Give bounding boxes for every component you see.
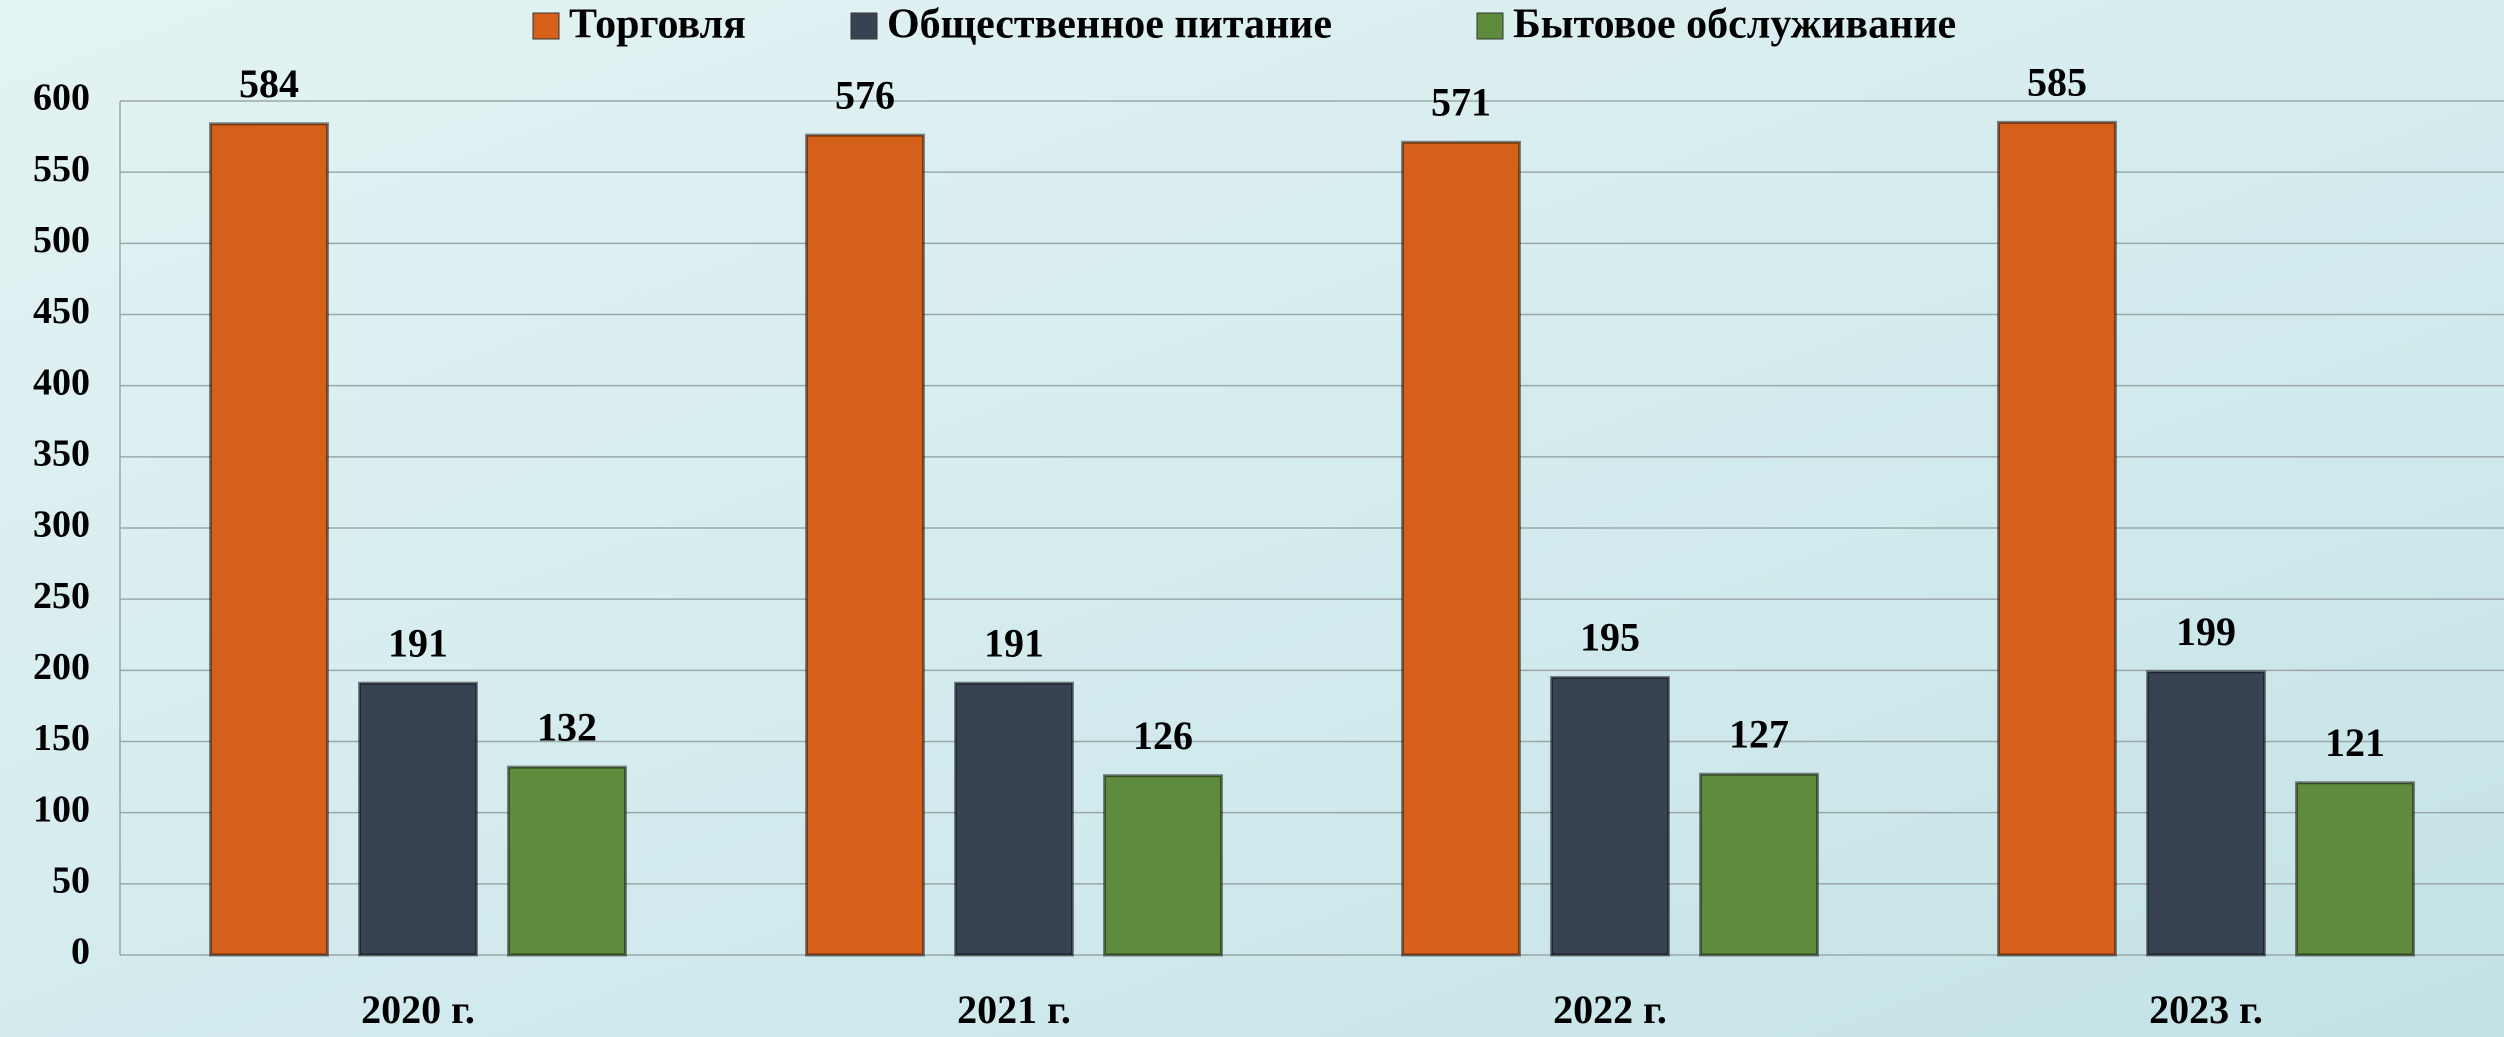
legend-label: Бытовое обслуживание [1513,2,1956,48]
value-label: 576 [835,72,895,117]
legend-label: Общественное питание [887,2,1332,48]
x-tick-label: 2022 г. [1553,987,1667,1032]
value-label: 195 [1580,615,1640,660]
value-label: 191 [388,620,448,665]
x-tick-label: 2020 г. [361,987,475,1032]
x-tick-label: 2021 г. [957,987,1071,1032]
legend-swatch [1476,12,1504,40]
bar [1699,772,1819,957]
value-label: 191 [984,620,1044,665]
y-tick-label: 150 [33,717,90,759]
bar [507,765,627,957]
y-tick-label: 600 [33,77,90,119]
y-tick-label: 50 [52,860,90,902]
legend-label: Торговля [569,2,746,48]
value-label: 126 [1133,713,1193,758]
bar [2295,781,2415,957]
bar [209,122,329,957]
value-label: 199 [2176,609,2236,654]
bar [358,681,478,957]
bar [805,133,925,957]
value-label: 571 [1431,79,1491,124]
value-label: 121 [2325,720,2385,765]
y-tick-label: 350 [33,433,90,475]
value-label: 132 [537,704,597,749]
y-tick-label: 100 [33,788,90,830]
y-tick-label: 0 [71,931,90,973]
bar [954,681,1074,957]
legend-swatch [532,12,560,40]
bar [1550,675,1670,957]
x-tick-label: 2023 г. [2149,987,2263,1032]
y-tick-label: 200 [33,646,90,688]
bar [2146,670,2266,957]
value-label: 585 [2027,60,2087,105]
y-tick-label: 550 [33,148,90,190]
legend-swatch [850,12,878,40]
y-tick-label: 500 [33,219,90,261]
value-label: 127 [1729,711,1789,756]
bar [1401,140,1521,957]
y-tick-label: 450 [33,290,90,332]
y-tick-label: 400 [33,361,90,403]
y-tick-label: 300 [33,504,90,546]
bar [1103,774,1223,957]
y-tick-label: 250 [33,575,90,617]
bar [1997,120,2117,957]
value-label: 584 [239,61,299,106]
